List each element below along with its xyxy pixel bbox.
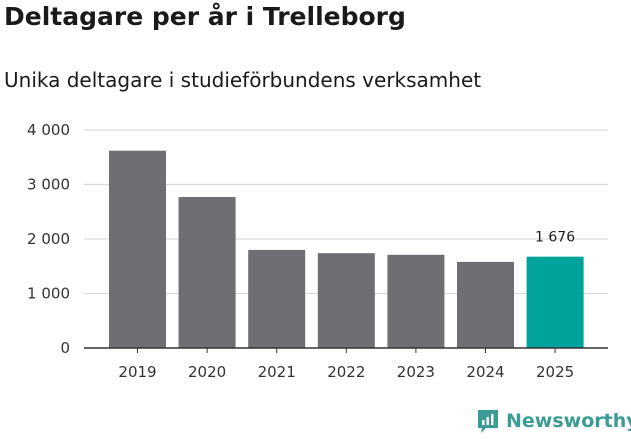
bar	[109, 150, 166, 348]
y-tick-label: 3 000	[27, 176, 70, 194]
x-tick-label: 2021	[258, 363, 296, 381]
chart-title: Deltagare per år i Trelleborg	[4, 2, 406, 31]
x-tick-label: 2025	[536, 363, 574, 381]
bar-chart: 0 1 000 2 000 3 000 4 000 2019 2020 2021 2022 202…	[27, 121, 608, 381]
bar	[457, 261, 514, 348]
bar	[387, 254, 445, 348]
chart-subtitle: Unika deltagare i studieförbundens verks…	[4, 68, 482, 92]
bar	[248, 249, 306, 348]
newsworthy-logo[interactable]: Newsworthy	[476, 406, 631, 436]
y-tick-label: 1 000	[27, 285, 70, 303]
x-tick-label: 2023	[397, 363, 435, 381]
newsworthy-logo-icon	[478, 410, 498, 433]
x-tick-label: 2022	[327, 363, 365, 381]
x-tick-label: 2024	[466, 363, 504, 381]
y-tick-label: 0	[60, 339, 70, 357]
x-tick-label: 2019	[118, 363, 156, 381]
y-tick-label: 2 000	[27, 230, 70, 248]
data-label: 1 676	[535, 230, 575, 246]
bar-highlight	[526, 256, 584, 348]
y-tick-label: 4 000	[27, 121, 70, 139]
x-tick-label: 2020	[188, 363, 226, 381]
newsworthy-logo-text: Newsworthy	[506, 410, 631, 432]
bar	[178, 197, 236, 348]
bar	[317, 253, 375, 348]
